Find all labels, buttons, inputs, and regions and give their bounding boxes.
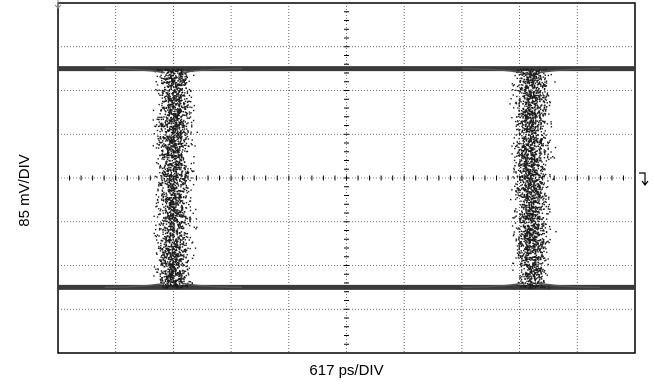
high-level-rail [58, 66, 635, 72]
ground-reference-icon [639, 172, 649, 186]
low-level-rail [58, 284, 635, 290]
rail-transition-high-left [104, 67, 165, 74]
trigger-marker-icon [54, 0, 62, 9]
rail-transition-low [539, 282, 600, 289]
eye-crossing-1 [104, 67, 243, 289]
x-axis-label: 617 ps/DIV [309, 362, 384, 379]
y-axis-label-container: 85 mV/DIV [4, 100, 44, 280]
rail-transition-high [539, 67, 600, 74]
rail-transition-low-left [462, 282, 523, 289]
y-axis-label: 85 mV/DIV [15, 153, 33, 227]
rail-transition-high-left [462, 67, 523, 74]
eye-crossing-2 [462, 67, 600, 289]
rail-transition-high [181, 67, 243, 74]
rail-transition-low [181, 282, 243, 289]
rail-transition-low-left [104, 282, 165, 289]
